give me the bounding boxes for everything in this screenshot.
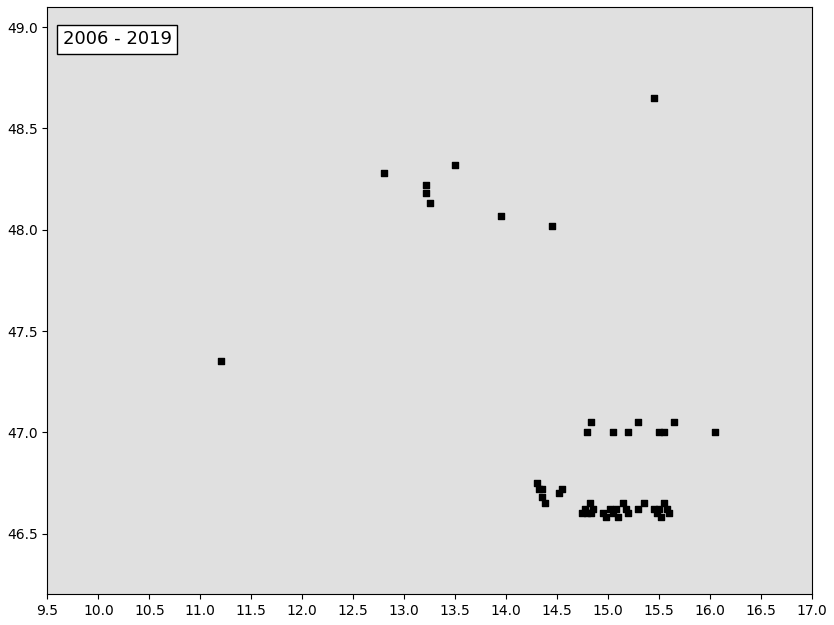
Point [555,484,569,494]
Point [530,478,543,488]
Point [647,93,661,103]
Point [651,508,664,518]
Point [584,417,597,427]
Point [621,428,635,438]
Point [596,508,610,518]
Point [661,504,674,514]
Point [575,508,589,518]
Point [586,504,600,514]
Point [535,484,548,494]
Point [652,504,666,514]
Point [535,492,548,502]
Point [552,488,565,498]
Point [616,498,630,508]
Point [667,417,681,427]
Text: 2006 - 2019: 2006 - 2019 [63,31,172,49]
Point [538,498,551,508]
Point [532,484,545,494]
Point [632,504,646,514]
Point [621,508,635,518]
Point [610,504,623,514]
Point [423,198,436,208]
Point [632,417,646,427]
Point [214,356,228,366]
Point [662,508,676,518]
Point [606,508,620,518]
Point [584,508,597,518]
Point [657,498,671,508]
Point [495,211,508,221]
Point [611,512,625,522]
Point [606,428,620,438]
Point [654,512,667,522]
Point [420,180,433,190]
Point [580,508,594,518]
Point [657,428,671,438]
Point [647,504,661,514]
Point [449,160,462,170]
Point [708,428,721,438]
Point [377,168,390,178]
Point [545,221,559,231]
Point [580,428,594,438]
Point [579,504,592,514]
Point [599,512,612,522]
Point [583,498,596,508]
Point [603,504,616,514]
Point [637,498,651,508]
Point [652,428,666,438]
Point [620,504,633,514]
Point [420,188,433,198]
